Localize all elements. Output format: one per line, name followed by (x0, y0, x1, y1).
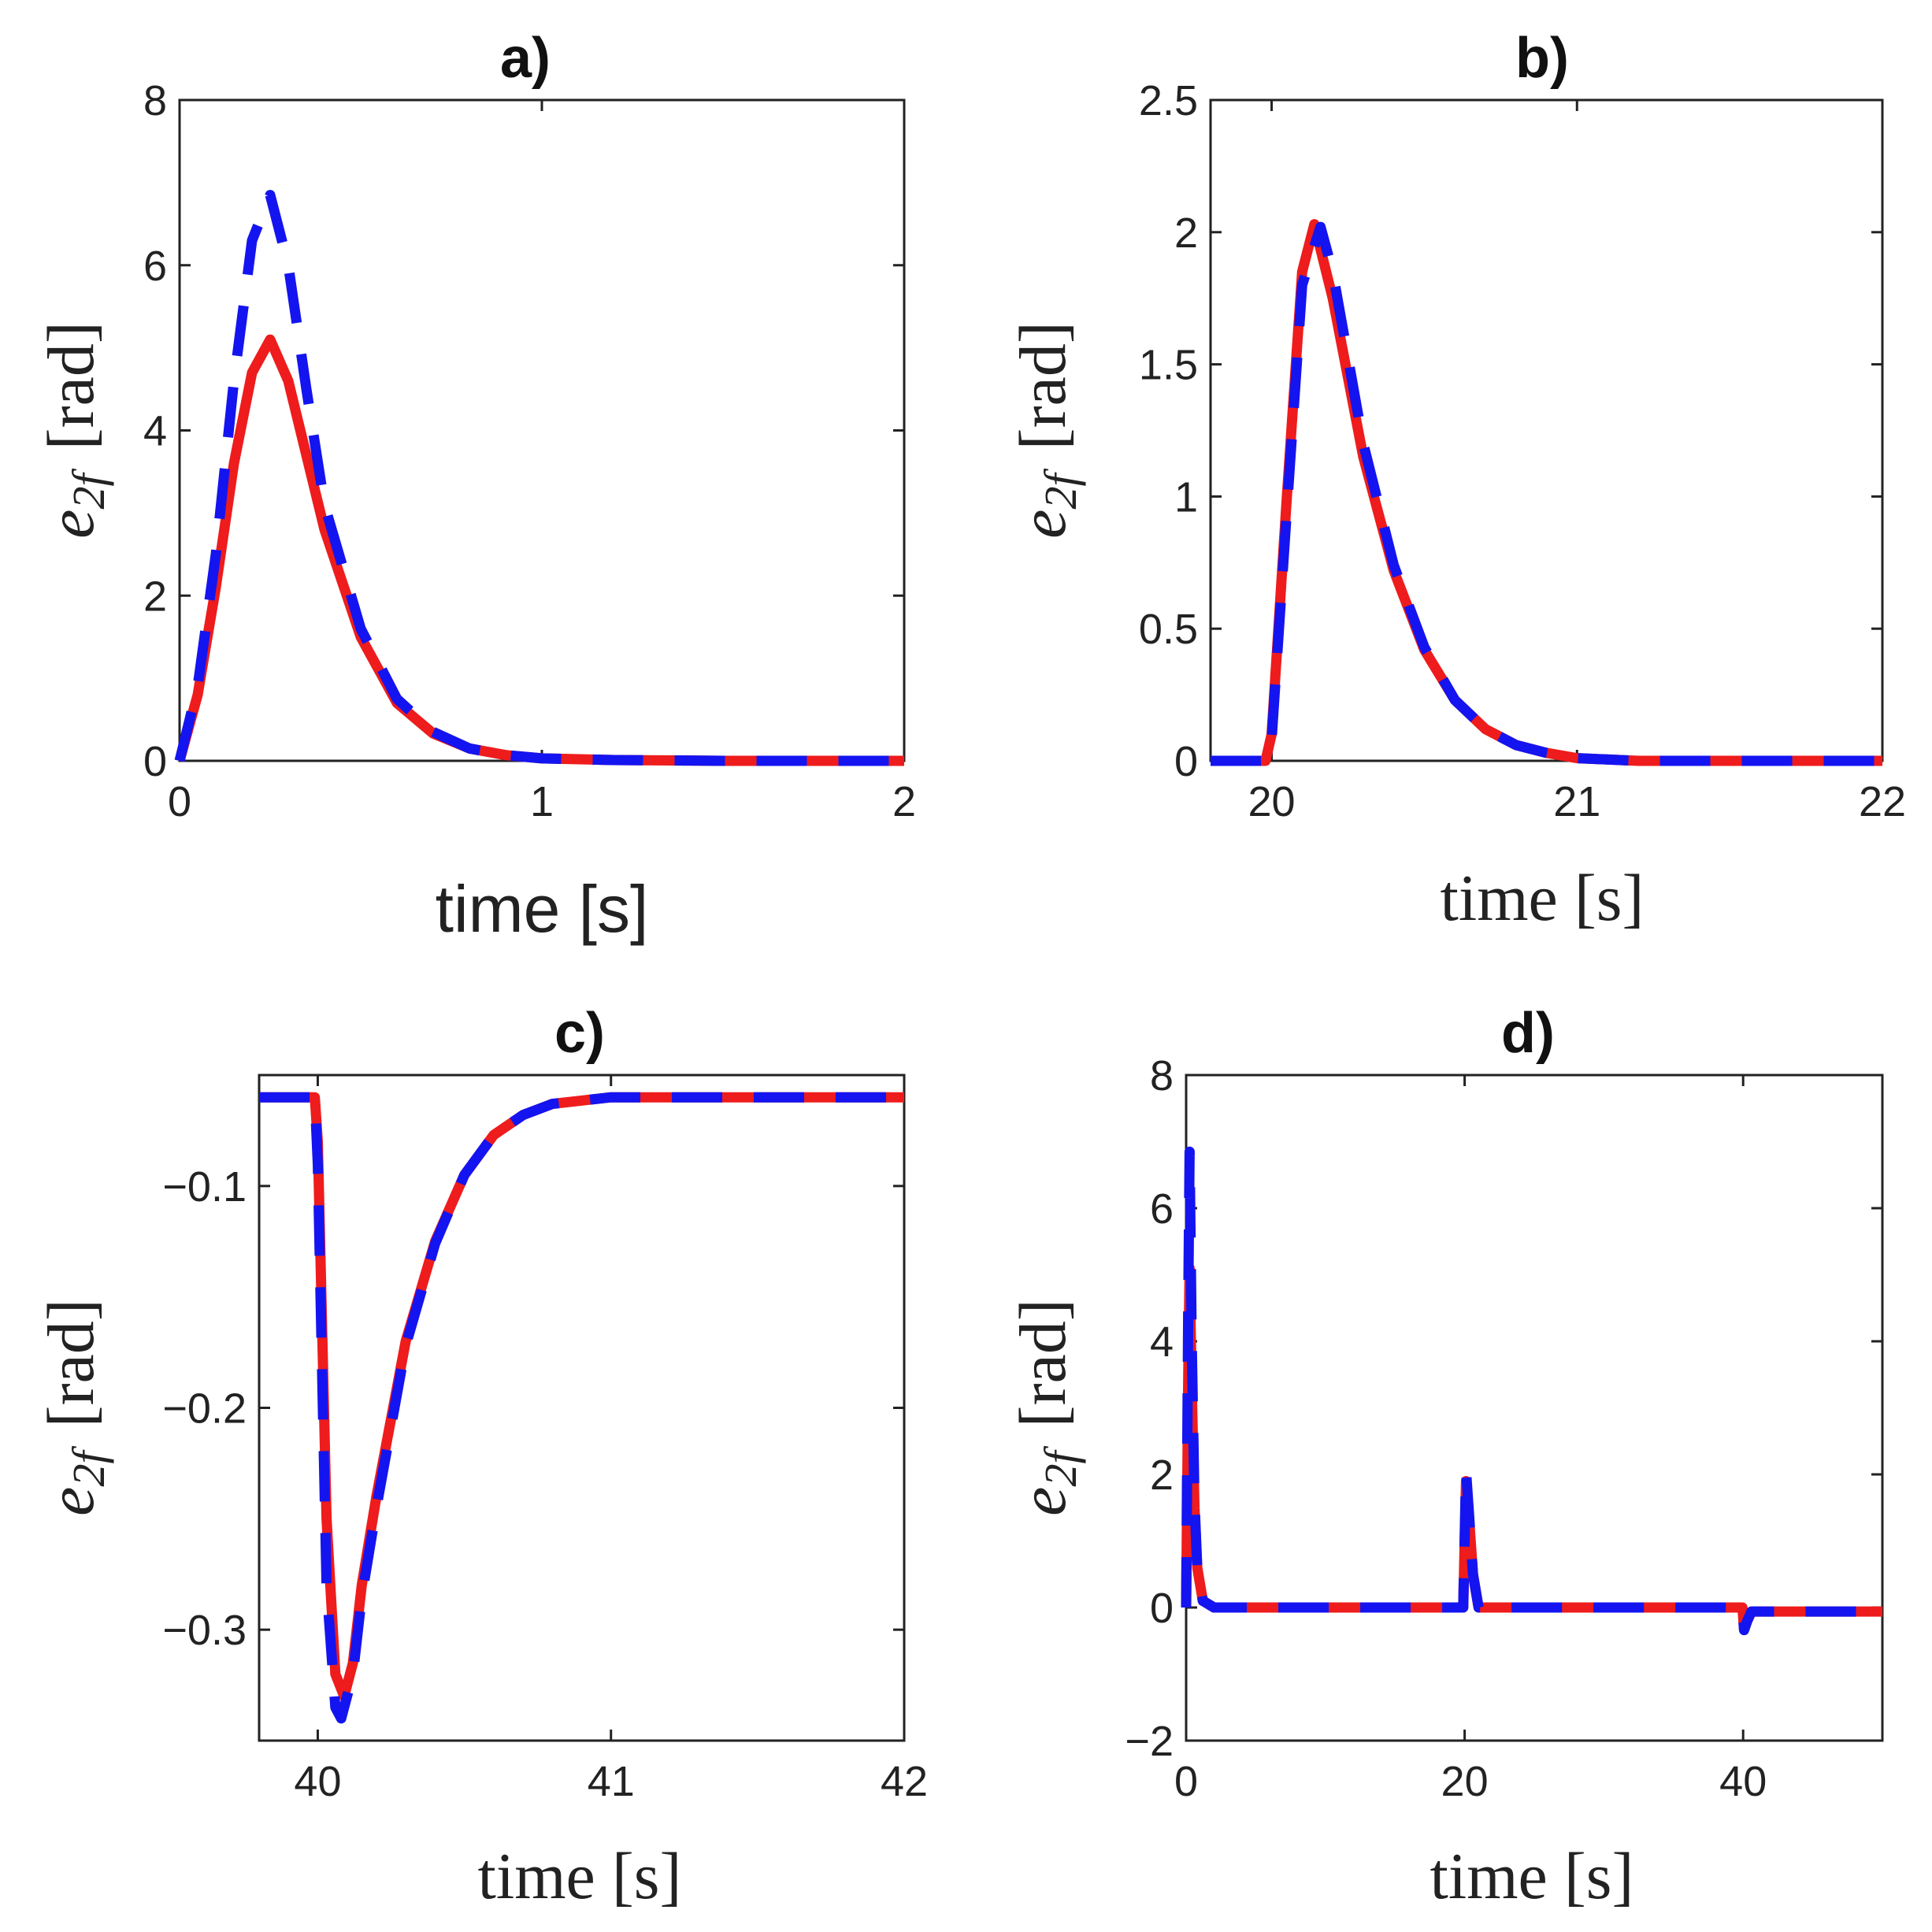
panel-d-ytick-label: 6 (1150, 1185, 1174, 1233)
panel-c-ylabel-sub: 2f (63, 1446, 114, 1487)
panel-a-series (174, 190, 904, 766)
panel-b-ytick-label: 2 (1174, 210, 1198, 257)
panel-d-ytick-label: 4 (1150, 1318, 1174, 1366)
panel-c-xlabel: time [s] (478, 1840, 682, 1913)
panel-a-ylabel-base: e (35, 510, 108, 539)
panel-c-ytick-label: −0.1 (162, 1163, 247, 1211)
panel-a: a) 0 1 2 0 2 4 6 8 time [s] e2f [rad] (35, 27, 916, 946)
panel-c: c) 40 41 42 −0.3 −0.2 −0.1 time [s] e2f [rad] (35, 1002, 928, 1913)
panel-c-ylabel: e2f [rad] (35, 1299, 114, 1516)
panel-a-ticks (178, 98, 906, 762)
panel-b: b) 20 21 22 0 0.5 1 1.5 2 2.5 time [s] e2f [rad] (1007, 27, 1906, 935)
panel-a-ylabel-sub: 2f (63, 469, 114, 510)
panel-d-plot-area (1185, 1074, 1884, 1742)
panel-b-ytick-label: 1.5 (1139, 342, 1198, 389)
panel-b-xtick-label: 22 (1859, 778, 1906, 825)
panel-a-ytick-label: 6 (143, 243, 167, 290)
panel-a-tick-labels: 0 1 2 0 2 4 6 8 (143, 77, 916, 825)
panel-d-ylabel: e2f [rad] (1007, 1299, 1086, 1516)
panel-a-ylabel-unit: [rad] (35, 321, 108, 450)
panel-c-series (259, 1092, 904, 1724)
panel-a-xtick-label: 2 (892, 778, 916, 825)
panel-c-tick-labels: 40 41 42 −0.3 −0.2 −0.1 (162, 1163, 928, 1805)
panel-b-ylabel: e2f [rad] (1007, 321, 1086, 539)
panel-d-ylabel-sub: 2f (1035, 1446, 1086, 1487)
panel-d-ylabel-unit: [rad] (1007, 1299, 1080, 1427)
panel-a-series2-line (174, 190, 904, 766)
panel-b-ylabel-sub: 2f (1035, 469, 1086, 510)
panel-d-xtick-label: 40 (1719, 1758, 1767, 1805)
panel-b-xtick-label: 21 (1553, 778, 1600, 825)
panel-d-xlabel: time [s] (1430, 1840, 1634, 1913)
panel-b-ytick-label: 1 (1174, 473, 1198, 521)
panel-a-ytick-label: 0 (143, 738, 167, 785)
panel-c-ylabel-base: e (35, 1487, 108, 1516)
panel-b-ytick-label: 0 (1174, 738, 1198, 785)
panel-b-ytick-label: 0.5 (1139, 606, 1198, 653)
panel-b-ylabel-unit: [rad] (1007, 321, 1080, 450)
panel-c-ticks (259, 1075, 906, 1741)
panel-b-series (1211, 219, 1882, 766)
panel-d-ytick-label: 0 (1150, 1585, 1174, 1632)
panel-c-ylabel-unit: [rad] (35, 1299, 108, 1427)
panel-d-ytick-label: 8 (1150, 1052, 1174, 1099)
panel-c-title: c) (554, 1002, 605, 1065)
panel-b-ytick-label: 2.5 (1139, 77, 1198, 124)
panel-d-xtick-label: 20 (1441, 1758, 1489, 1805)
panel-b-xlabel: time [s] (1441, 862, 1645, 935)
panel-c-xtick-label: 41 (588, 1758, 635, 1805)
panel-c-ytick-label: −0.2 (162, 1385, 247, 1433)
panel-a-plot-area (178, 98, 906, 762)
panel-d-ylabel-base: e (1007, 1487, 1080, 1516)
panel-a-xtick-label: 1 (530, 778, 554, 825)
panel-a-ytick-label: 8 (143, 77, 167, 124)
svg-text:e2f[rad]: e2f [rad] (1007, 1299, 1086, 1516)
panel-b-tick-labels: 20 21 22 0 0.5 1 1.5 2 2.5 (1139, 77, 1906, 825)
svg-text:e2f[rad]: e2f [rad] (1007, 321, 1086, 539)
panel-d-ytick-label: 2 (1150, 1452, 1174, 1499)
panel-d-series (1181, 1146, 1882, 1636)
panel-b-ylabel-base: e (1007, 510, 1080, 539)
panel-d-series2-line (1181, 1146, 1882, 1636)
svg-text:e2f[rad]: e2f [rad] (35, 1299, 114, 1516)
panel-b-plot-area (1209, 98, 1884, 762)
panel-b-title: b) (1515, 27, 1569, 90)
panel-b-xtick-label: 20 (1248, 778, 1296, 825)
panel-a-xlabel: time [s] (436, 872, 649, 946)
panel-d-title: d) (1501, 1002, 1555, 1065)
panel-c-xtick-label: 40 (294, 1758, 341, 1805)
panel-a-ylabel: e2f [rad] (35, 321, 114, 539)
panel-a-title: a) (500, 27, 551, 90)
panel-c-ytick-label: −0.3 (162, 1607, 247, 1654)
panel-c-plot-area (258, 1074, 906, 1742)
panel-d-xtick-label: 0 (1174, 1758, 1198, 1805)
panel-d-ytick-label: −2 (1125, 1718, 1174, 1765)
panel-b-series2-line (1211, 221, 1882, 766)
panel-c-xtick-label: 42 (881, 1758, 928, 1805)
svg-text:e2f[rad]: e2f [rad] (35, 321, 114, 539)
panel-a-ytick-label: 2 (143, 573, 167, 620)
panel-a-xtick-label: 0 (168, 778, 191, 825)
panel-a-ytick-label: 4 (143, 408, 167, 455)
